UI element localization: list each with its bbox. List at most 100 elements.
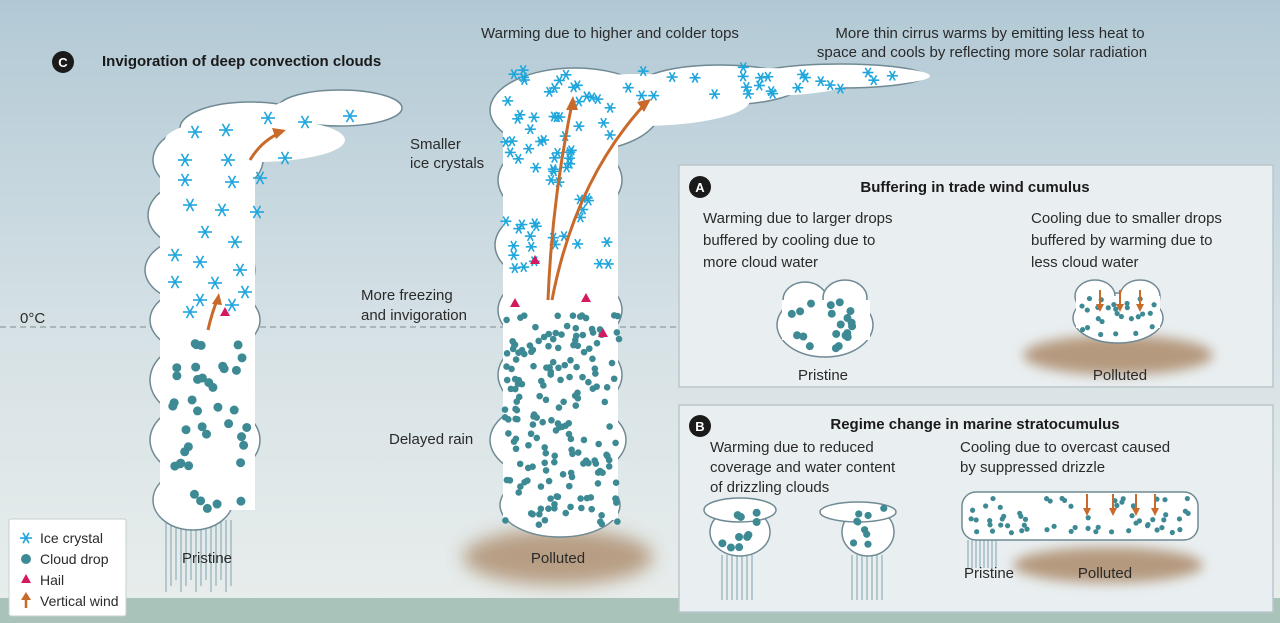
ice-crystal <box>564 158 576 169</box>
cloud-drop <box>605 463 613 470</box>
cloud-drop <box>593 339 601 347</box>
label-zero-celsius: 0°C <box>20 310 45 327</box>
cloud-drop <box>598 512 605 519</box>
ice-crystal <box>868 75 880 86</box>
aerosol-haze-panel-a <box>1023 335 1213 375</box>
cloud-drop <box>213 402 223 412</box>
cloud-drop <box>595 440 602 448</box>
cloud-drop <box>1133 330 1139 337</box>
ice-crystal <box>233 263 247 277</box>
cloud-drop <box>1111 301 1117 308</box>
ice-crystal <box>545 174 557 186</box>
cloud-drop <box>542 467 550 474</box>
cloud-drop <box>224 419 234 429</box>
cloud-drop <box>551 458 558 466</box>
cloud-drop <box>545 505 552 513</box>
cloud-drop <box>540 333 548 341</box>
cloud-drop <box>1154 527 1160 533</box>
cloud-drop <box>1133 520 1139 526</box>
cloud-drop <box>237 353 247 363</box>
ice-crystal <box>755 72 767 83</box>
cloud-drop <box>516 460 524 468</box>
cloud-drop <box>997 504 1003 510</box>
ice-crystal <box>225 175 239 189</box>
cloud-drop <box>1124 300 1130 307</box>
cloud-drop <box>530 413 537 420</box>
ice-crystal <box>183 305 197 319</box>
cloud-drop <box>236 458 246 468</box>
cloud-drop <box>999 516 1005 522</box>
cloud-drop <box>735 533 744 542</box>
cloud-drop <box>974 529 980 535</box>
cloud-drop <box>585 378 592 386</box>
cloud-drop <box>832 329 841 338</box>
cloud-drop <box>503 376 511 384</box>
cloud-drop <box>592 370 599 377</box>
ice-crystal <box>586 92 598 103</box>
ice-crystal <box>560 69 572 81</box>
ice-crystal <box>298 115 312 129</box>
legend-vertical-wind-label: Vertical wind <box>40 593 119 609</box>
cloud-drop <box>603 451 610 459</box>
cloud-drop <box>987 518 993 524</box>
ice-crystal <box>573 120 585 132</box>
cloud-drop <box>1145 522 1151 528</box>
cloud-drop <box>589 329 597 336</box>
panel-b-title: Regime change in marine stratocumulus <box>830 416 1119 433</box>
ice-crystal <box>500 136 512 148</box>
hail-group <box>220 255 608 337</box>
cloud-drop <box>585 459 592 467</box>
cloud-drop <box>1059 495 1065 502</box>
cloud-drop <box>1095 316 1101 322</box>
cloud-drop <box>1129 513 1135 519</box>
cloud-drop <box>589 355 596 363</box>
cloud-drop <box>557 376 564 384</box>
cloud-drop <box>196 340 206 350</box>
ice-crystals-group <box>168 62 898 319</box>
cloud-drop <box>1084 307 1090 313</box>
cloud-drop <box>511 385 519 393</box>
cloud-drop <box>1047 498 1053 504</box>
cloud-drop <box>736 512 745 521</box>
cloud-drop <box>538 377 545 385</box>
panel-b-drops <box>718 495 1191 552</box>
cloud-drop <box>579 331 587 339</box>
cloud-drop <box>1024 526 1030 532</box>
label-smaller-ice-line1: Smaller <box>410 136 461 153</box>
cloud-drop <box>509 337 516 345</box>
hail-stone <box>510 298 520 307</box>
legend-vertical-wind-icon <box>21 592 31 608</box>
cloud-drop <box>1098 331 1104 338</box>
cloud-drop <box>172 363 182 373</box>
ice-crystal <box>581 91 593 102</box>
cloud-drop <box>569 312 577 320</box>
ice-crystal <box>168 275 182 289</box>
cloud-drop <box>541 459 549 467</box>
cloud-drop <box>1099 318 1105 325</box>
cloud-drop <box>1068 503 1074 509</box>
cloud-drop <box>612 479 620 487</box>
cloud-drop <box>826 301 835 310</box>
cloud-drop <box>527 510 535 517</box>
cloud-drop <box>565 419 573 427</box>
cloud-drop <box>501 406 509 413</box>
cloud-drop <box>568 446 575 454</box>
panel-a-right-line2: buffered by warming due to <box>1031 232 1213 249</box>
ice-crystal <box>500 216 512 227</box>
cloud-drop <box>503 316 510 324</box>
cloud-drop <box>1113 306 1119 312</box>
cloud-drop <box>506 477 514 484</box>
legend-hail-label: Hail <box>40 572 64 588</box>
cloud-drop <box>1169 529 1175 536</box>
badge-a: A <box>689 176 711 198</box>
cloud-drop <box>535 521 543 529</box>
cloud-drop <box>561 361 569 369</box>
cloud-drop <box>613 499 620 506</box>
ice-crystal <box>604 129 616 141</box>
cloud-drop <box>864 540 872 548</box>
ice-crystal <box>666 71 678 83</box>
cloud-drop <box>572 324 580 332</box>
cloud-drop <box>549 335 557 343</box>
cloud-drop <box>236 496 246 506</box>
